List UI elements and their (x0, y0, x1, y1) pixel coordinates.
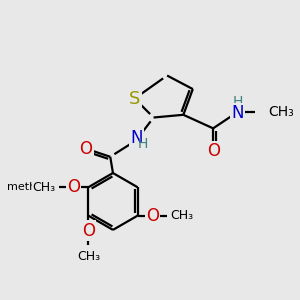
Text: O: O (207, 142, 220, 160)
Text: H: H (138, 137, 148, 151)
Text: O: O (82, 222, 95, 240)
Text: O: O (80, 140, 92, 158)
Text: methoxy: methoxy (7, 182, 56, 192)
Text: O: O (67, 178, 80, 196)
Text: CH₃: CH₃ (171, 209, 194, 222)
Text: CH₃: CH₃ (268, 105, 294, 119)
Text: CH₃: CH₃ (32, 181, 55, 194)
Text: N: N (231, 104, 244, 122)
Text: O: O (146, 207, 159, 225)
Text: H: H (232, 95, 243, 109)
Text: CH₃: CH₃ (77, 250, 100, 263)
Text: N: N (130, 129, 143, 147)
Text: S: S (129, 90, 140, 108)
